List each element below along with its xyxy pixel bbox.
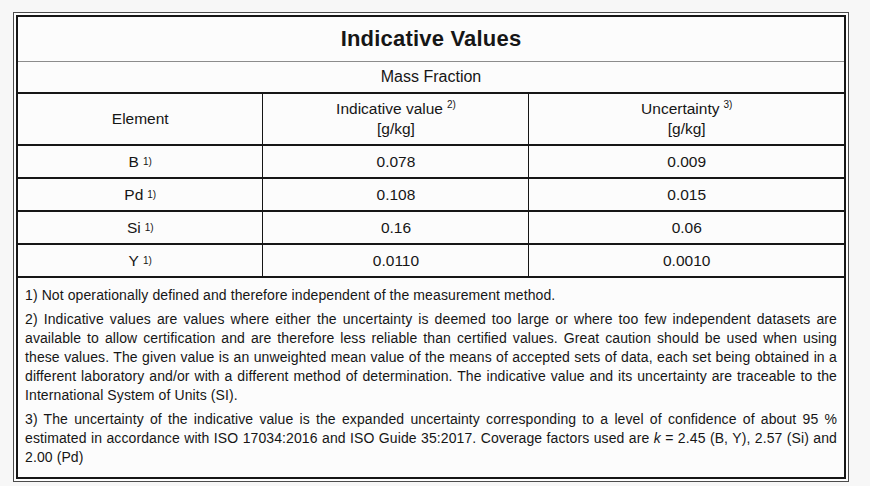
element-symbol: B: [129, 153, 139, 171]
footnote-3: 3) The uncertainty of the indicative val…: [25, 410, 837, 467]
table-row-pd: Pd1) 0.108 0.015: [18, 179, 844, 212]
column-header-indicative-label: Indicative value: [336, 100, 443, 117]
column-header-uncertainty: Uncertainty 3) [g/kg]: [528, 94, 844, 144]
table-title: Indicative Values: [18, 17, 844, 62]
column-header-indicative-unit: [g/kg]: [377, 119, 415, 139]
column-header-element: Element: [18, 94, 262, 144]
table-row-si: Si1) 0.16 0.06: [18, 212, 844, 245]
element-symbol: Si: [127, 219, 141, 237]
column-header-indicative-value: Indicative value 2) [g/kg]: [262, 94, 528, 144]
indicative-value-cell: 0.078: [262, 146, 528, 177]
column-header-indicative-label-line: Indicative value 2): [336, 99, 456, 119]
table-subtitle: Mass Fraction: [18, 62, 844, 94]
column-header-uncertainty-label: Uncertainty: [641, 100, 719, 117]
uncertainty-cell: 0.009: [528, 146, 844, 177]
footnote-2: 2) Indicative values are values where ei…: [25, 310, 837, 405]
uncertainty-cell: 0.0010: [528, 245, 844, 276]
element-cell: Y1): [18, 245, 262, 276]
table-header-row: Element Indicative value 2) [g/kg] Uncert…: [18, 94, 844, 146]
indicative-value-cell: 0.0110: [262, 245, 528, 276]
footnote-1: 1) Not operationally defined and therefo…: [25, 286, 837, 305]
coverage-factor-k: k: [654, 430, 661, 446]
column-header-uncertainty-unit: [g/kg]: [668, 119, 706, 139]
element-symbol: Pd: [124, 186, 143, 204]
table-row-b: B1) 0.078 0.009: [18, 146, 844, 179]
footnote-ref-2: 2): [447, 99, 456, 110]
indicative-value-cell: 0.108: [262, 179, 528, 210]
uncertainty-cell: 0.015: [528, 179, 844, 210]
element-cell: Pd1): [18, 179, 262, 210]
element-cell: Si1): [18, 212, 262, 243]
uncertainty-cell: 0.06: [528, 212, 844, 243]
element-symbol: Y: [129, 252, 139, 270]
footnotes-section: 1) Not operationally defined and therefo…: [18, 278, 844, 477]
table-outer-frame: Indicative Values Mass Fraction Element …: [13, 12, 849, 482]
indicative-values-table: Indicative Values Mass Fraction Element …: [16, 15, 846, 479]
footnote-ref-3: 3): [723, 99, 732, 110]
document-page: Indicative Values Mass Fraction Element …: [0, 0, 870, 486]
column-header-uncertainty-label-line: Uncertainty 3): [641, 99, 732, 119]
indicative-value-cell: 0.16: [262, 212, 528, 243]
table-row-y: Y1) 0.0110 0.0010: [18, 245, 844, 278]
element-cell: B1): [18, 146, 262, 177]
